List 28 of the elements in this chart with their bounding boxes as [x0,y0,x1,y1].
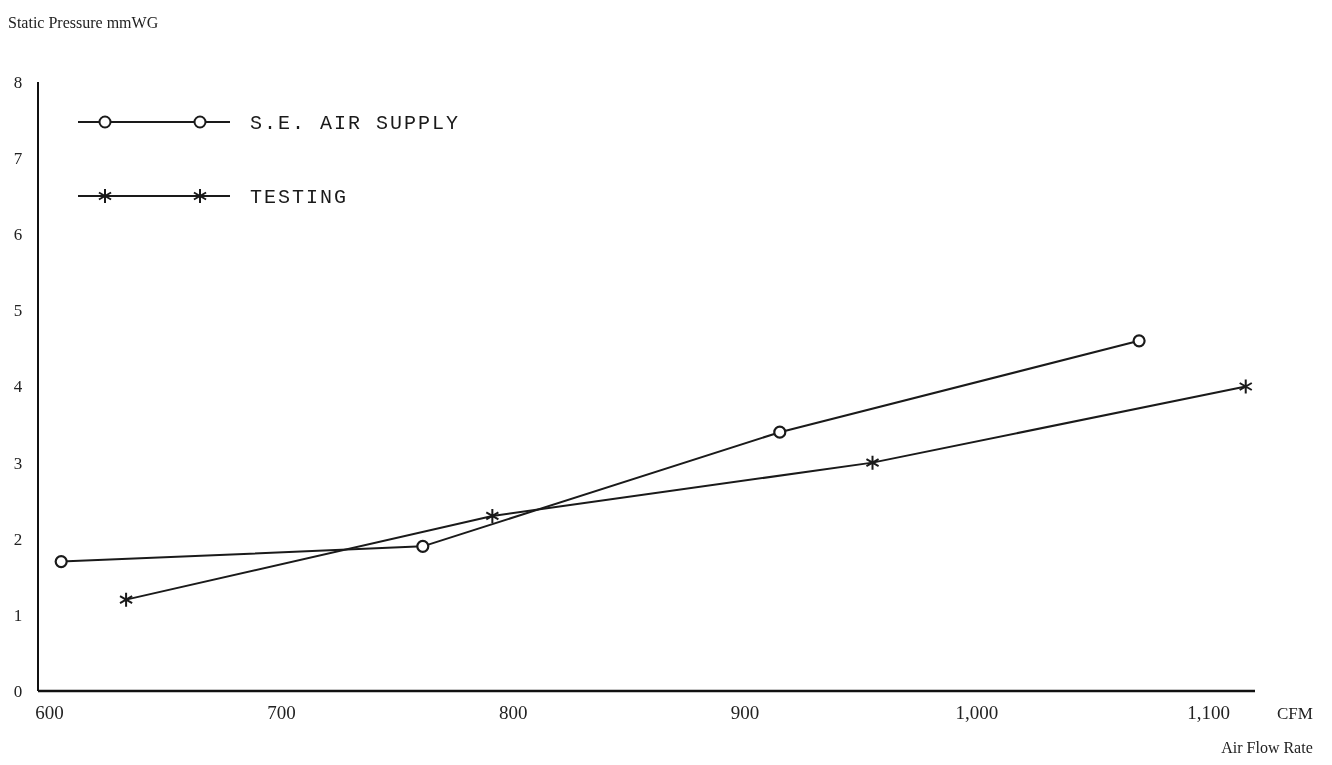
y-tick-label: 3 [13,453,23,473]
point [1132,334,1146,348]
y-axis-title: Static Pressure mmWG [8,14,159,31]
y-tick-label: 5 [13,301,23,321]
x-tick-label: 1,000 [955,702,999,723]
x-tick-label: 800 [498,702,528,723]
point [54,554,68,569]
x-tick-label: 1,100 [1187,702,1231,723]
y-tick-label: 7 [13,149,23,169]
y-tick-label: 2 [13,529,23,549]
y-tick-label: 8 [13,72,23,92]
y-tick-label: 4 [13,377,23,397]
x-tick-label: 900 [730,702,760,723]
point [485,507,500,524]
point [865,454,880,471]
x-tick-label: 600 [35,702,64,723]
text: CFM [1277,704,1313,723]
y-tick-label: 0 [13,681,23,701]
legend-label: TESTING [250,186,349,209]
legend-label: S.E. AIR SUPPLY [250,112,461,135]
y-tick-label: 6 [13,225,23,245]
point [416,539,430,553]
point [119,591,134,608]
point [773,425,787,439]
x-tick-label: 700 [267,702,296,723]
x-axis-title: Air Flow Rate [1221,739,1313,756]
y-tick-label: 1 [13,605,23,625]
point [1238,378,1253,395]
